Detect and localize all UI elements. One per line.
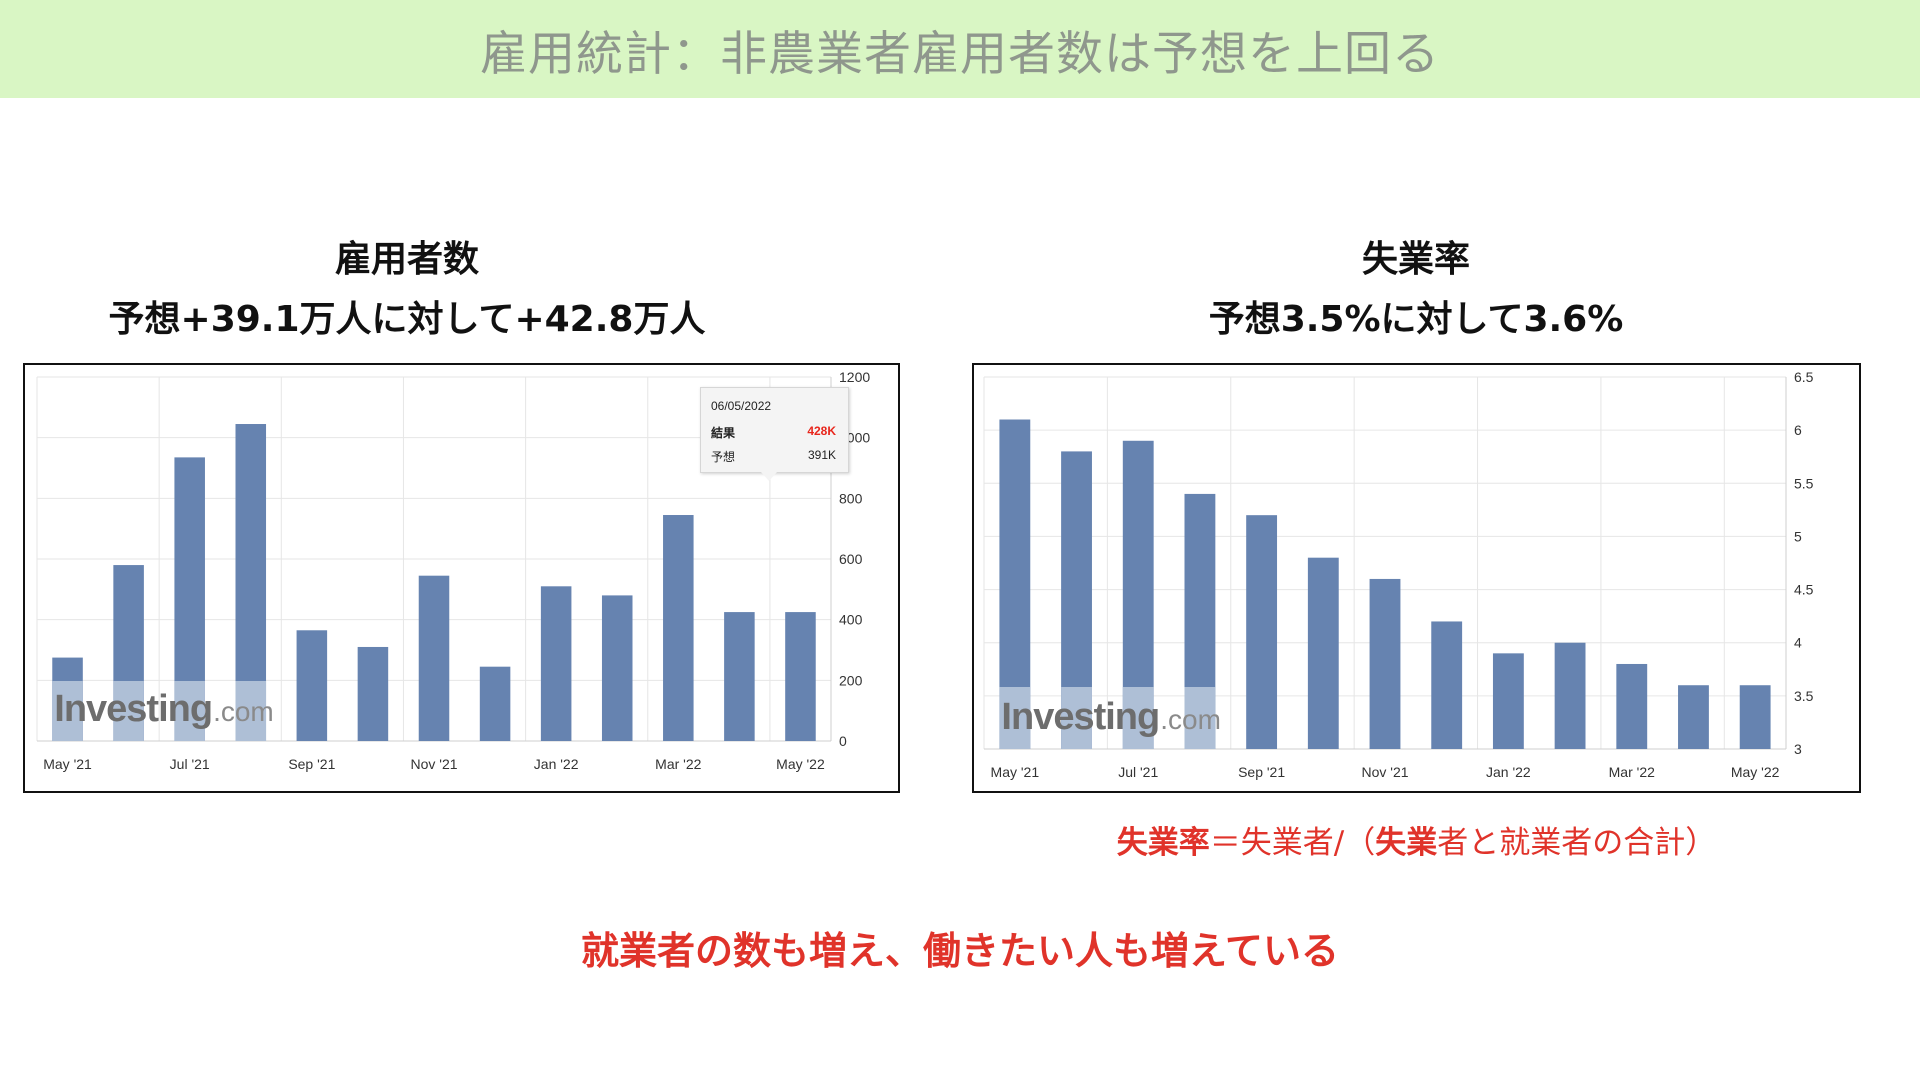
x-tick-label: Mar '22 — [1609, 764, 1655, 780]
bar — [1739, 685, 1771, 749]
bar — [663, 515, 694, 741]
watermark-band — [235, 681, 267, 741]
x-tick-label: May '21 — [43, 756, 92, 772]
bar — [1678, 685, 1709, 749]
x-tick-label: Sep '21 — [1238, 764, 1285, 780]
watermark-suffix: .com — [213, 696, 274, 727]
unemployment-heading: 失業率 予想3.5%に対して3.6% — [972, 230, 1860, 350]
watermark-brand: Investing — [54, 688, 212, 730]
y-tick-label: 800 — [839, 490, 863, 506]
unemployment-heading-subtitle: 予想3.5%に対して3.6% — [1208, 299, 1624, 340]
y-tick-label: 600 — [839, 551, 863, 567]
y-tick-label: 1200 — [839, 369, 870, 385]
bar — [1307, 557, 1339, 749]
tooltip-result-row: 結果 428K — [711, 424, 836, 441]
y-tick-label: 4.5 — [1794, 582, 1814, 598]
tooltip-forecast-label: 予想 — [711, 450, 736, 464]
title-banner: 雇用統計：非農業者雇用者数は予想を上回る — [0, 0, 1920, 98]
bar — [1246, 515, 1278, 749]
watermark-band — [52, 681, 83, 741]
tooltip-forecast-row: 予想 391K — [711, 448, 836, 465]
watermark-band — [174, 681, 205, 741]
bar — [1492, 653, 1524, 749]
employment-chart: 0 200 400 600 800 1000 1200 May '21 Jul '21 Sep '… — [23, 363, 900, 793]
x-tick-label: Mar '22 — [655, 756, 701, 772]
x-tick-label: Jan '22 — [534, 756, 579, 772]
y-tick-label: 3 — [1794, 741, 1802, 757]
watermark-band — [1061, 687, 1092, 749]
unemployment-chart-svg: 3 3.5 4 4.5 5 5.5 6 6.5 May '21 Jul '21 Sep '21 Nov… — [983, 369, 1814, 780]
bar — [296, 630, 328, 741]
watermark-band — [999, 687, 1031, 749]
x-tick-label: Jul '21 — [170, 756, 210, 772]
y-tick-label: 0 — [839, 733, 847, 749]
bar — [1616, 663, 1648, 749]
tooltip-arrow — [761, 472, 777, 481]
investing-watermark: Investing .com — [999, 687, 1221, 749]
tooltip-result-label: 結果 — [711, 426, 736, 440]
x-tick-label: May '22 — [776, 756, 825, 772]
bar — [1431, 621, 1463, 749]
bar — [357, 646, 389, 741]
y-tick-label: 3.5 — [1794, 688, 1814, 704]
x-tick-label: Jul '21 — [1118, 764, 1158, 780]
x-tick-label: Nov '21 — [410, 756, 457, 772]
bar — [601, 595, 633, 741]
employment-heading: 雇用者数 予想+39.1万人に対して+42.8万人 — [24, 230, 790, 350]
bar — [479, 666, 511, 741]
y-tick-label: 5.5 — [1794, 475, 1814, 491]
employment-heading-title: 雇用者数 — [334, 239, 479, 280]
unemployment-definition-note: 失業率＝失業者/（失業者と就業者の合計） — [972, 817, 1861, 862]
y-tick-label: 4 — [1794, 635, 1802, 651]
y-tick-label: 6 — [1794, 422, 1802, 438]
x-tick-label: Sep '21 — [288, 756, 335, 772]
investing-watermark: Investing .com — [52, 681, 274, 741]
bar — [724, 612, 755, 741]
unemployment-heading-title: 失業率 — [1361, 239, 1470, 280]
tooltip-forecast-value: 391K — [807, 448, 836, 462]
tooltip-result-value: 428K — [807, 424, 836, 438]
bar — [418, 575, 450, 741]
note-part-4: 者と就業者の合計） — [1437, 825, 1717, 861]
conclusion-text: 就業者の数も増え、働きたい人も増えている — [580, 929, 1340, 973]
x-tick-label: Nov '21 — [1361, 764, 1408, 780]
tooltip-date: 06/05/2022 — [711, 399, 772, 413]
bar — [1369, 578, 1401, 749]
note-part-1: 失業率 — [1116, 825, 1210, 861]
watermark-band — [1122, 687, 1154, 749]
y-tick-label: 400 — [839, 612, 863, 628]
watermark-band — [1184, 687, 1216, 749]
x-tick-label: Jan '22 — [1486, 764, 1531, 780]
vertical-gridlines — [983, 377, 1725, 749]
note-part-2: ＝失業者/（ — [1209, 825, 1376, 861]
unemployment-chart: 3 3.5 4 4.5 5 5.5 6 6.5 May '21 Jul '21 Sep '21 Nov… — [972, 363, 1861, 793]
y-tick-label: 200 — [839, 672, 863, 688]
page-title: 雇用統計：非農業者雇用者数は予想を上回る — [480, 26, 1440, 82]
watermark-brand: Investing — [1001, 696, 1159, 738]
x-tick-label: May '22 — [1731, 764, 1780, 780]
x-tick-label: May '21 — [991, 764, 1040, 780]
y-tick-label: 5 — [1794, 528, 1802, 544]
bar — [785, 612, 816, 741]
y-tick-label: 6.5 — [1794, 369, 1814, 385]
data-tooltip: 06/05/2022 結果 428K 予想 391K — [700, 387, 849, 481]
bar — [540, 586, 572, 741]
watermark-band — [113, 681, 144, 741]
watermark-suffix: .com — [1160, 704, 1221, 735]
note-part-3: 失業 — [1375, 825, 1438, 861]
employment-heading-subtitle: 予想+39.1万人に対して+42.8万人 — [108, 299, 706, 340]
bar — [1554, 642, 1586, 749]
